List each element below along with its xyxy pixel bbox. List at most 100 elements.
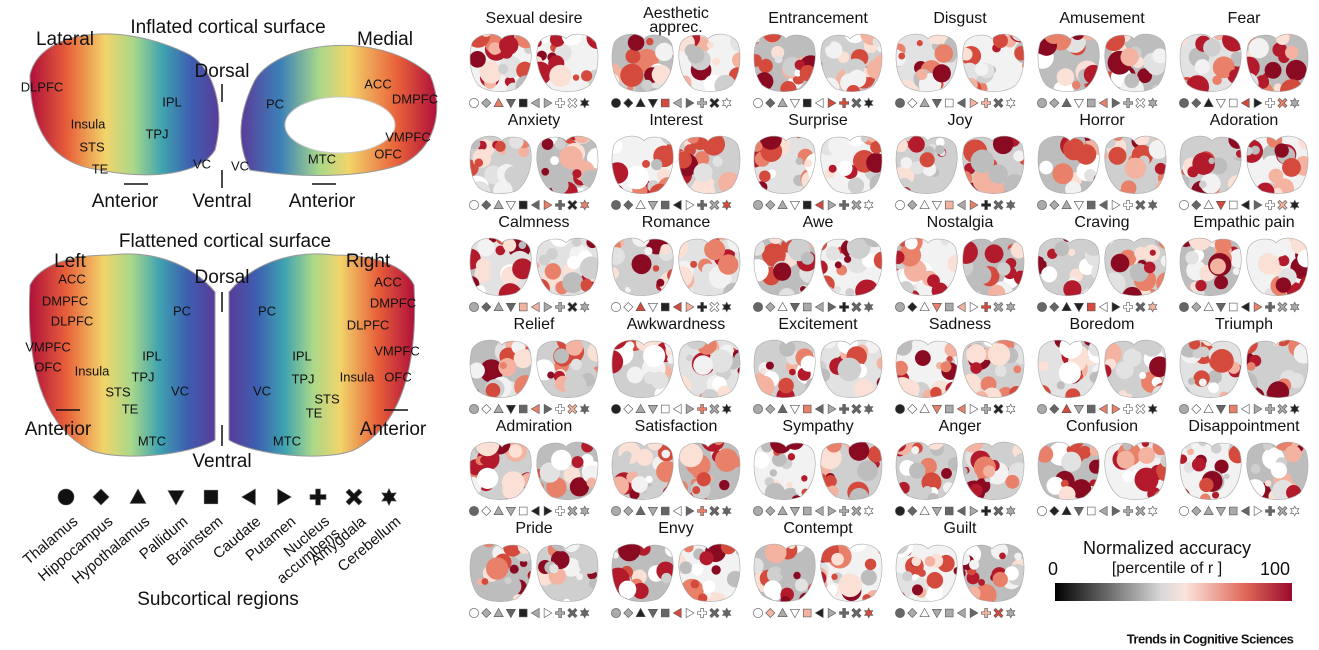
map-patch (762, 243, 786, 267)
icon (167, 490, 185, 506)
icon (814, 403, 824, 415)
map-fill (1180, 238, 1242, 296)
map-patch (639, 282, 646, 289)
emotion-panel: Calmness (469, 214, 599, 313)
map-patch (547, 371, 555, 379)
region-label: VC (171, 383, 189, 398)
map-patch (627, 34, 645, 51)
map-patch (896, 442, 913, 455)
map-patch (713, 47, 724, 58)
hemisphere-map (1037, 135, 1100, 194)
icon (543, 607, 553, 619)
map-patch (686, 354, 693, 362)
map-patch (1110, 253, 1130, 273)
icon (944, 98, 954, 108)
icon (981, 200, 992, 210)
map-outline (611, 33, 674, 92)
emotion-title: Disappointment (1188, 418, 1300, 435)
icon (802, 200, 812, 210)
icon (753, 98, 763, 108)
map-patch (1152, 489, 1166, 500)
map-outline (536, 237, 599, 296)
icon (851, 301, 862, 313)
region-label: OFC (34, 359, 61, 374)
map-patch (794, 69, 802, 77)
map-patch (926, 442, 944, 450)
map-fill (962, 442, 1024, 500)
map-patch (780, 567, 789, 577)
map-fill (962, 34, 1024, 92)
icon (672, 607, 682, 619)
map-patch (1200, 173, 1221, 194)
icon (660, 302, 670, 312)
map-patch (612, 247, 626, 265)
icon (944, 608, 954, 618)
emotion-panel: Interest (611, 112, 741, 211)
map-patch (1052, 163, 1074, 185)
icon (1005, 403, 1016, 415)
map-patch (509, 136, 524, 149)
emotion-panel: Anger (895, 418, 1025, 517)
emotion-title: Excitement (778, 316, 858, 333)
map-patch (1010, 241, 1024, 259)
icon (685, 403, 695, 415)
map-outline (753, 33, 816, 92)
title-line: Aesthetic (643, 5, 709, 22)
hemisphere-map (1104, 441, 1167, 500)
hemisphere-map (962, 33, 1025, 92)
emotion-title: Joy (948, 112, 973, 129)
icon (1203, 301, 1214, 311)
map-patch (699, 551, 714, 566)
map-patch (948, 287, 956, 295)
region-label: VC (253, 383, 271, 398)
icon (863, 301, 874, 313)
map-patch (1104, 442, 1111, 452)
map-patch (470, 276, 480, 293)
map-outline (469, 33, 532, 92)
icon (611, 506, 621, 516)
icon (555, 608, 566, 618)
map-patch (691, 563, 704, 576)
icon (1289, 199, 1300, 211)
map-fill (612, 442, 674, 500)
region-label: OFC (374, 146, 401, 161)
icon (469, 404, 479, 414)
map-patch (694, 151, 710, 167)
icon (623, 199, 634, 211)
icon (765, 199, 776, 211)
icon (660, 200, 670, 210)
icon (1061, 199, 1072, 209)
map-patch (876, 493, 882, 500)
map-fill (612, 34, 674, 92)
map-patch (684, 44, 698, 58)
map-patch (1285, 45, 1299, 60)
map-patch (754, 375, 775, 398)
icon (611, 302, 621, 312)
emotion-panel: Guilt (895, 520, 1025, 619)
map-fill (612, 136, 674, 194)
icon (839, 302, 850, 312)
map-patch (580, 279, 593, 292)
colorbar-subtitle: [percentile of r ] (1112, 560, 1222, 577)
icon (765, 301, 776, 313)
map-patch (1180, 487, 1190, 500)
map-patch (944, 341, 958, 358)
hemisphere-map (1179, 135, 1242, 194)
hemisphere-map (611, 33, 674, 92)
map-patch (711, 565, 721, 575)
map-patch (845, 288, 855, 296)
map-patch (1152, 48, 1166, 64)
icon (1179, 200, 1189, 210)
icon (931, 201, 943, 211)
map-patch (942, 482, 954, 494)
map-patch (974, 62, 989, 76)
icon (1215, 303, 1227, 313)
icon (1240, 301, 1250, 313)
map-patch (590, 34, 598, 42)
map-patch (772, 452, 787, 467)
map-patch (1153, 382, 1166, 398)
map-patch (1124, 73, 1140, 89)
map-patch (1149, 356, 1166, 378)
map-patch (834, 261, 842, 269)
map-patch (631, 254, 652, 275)
